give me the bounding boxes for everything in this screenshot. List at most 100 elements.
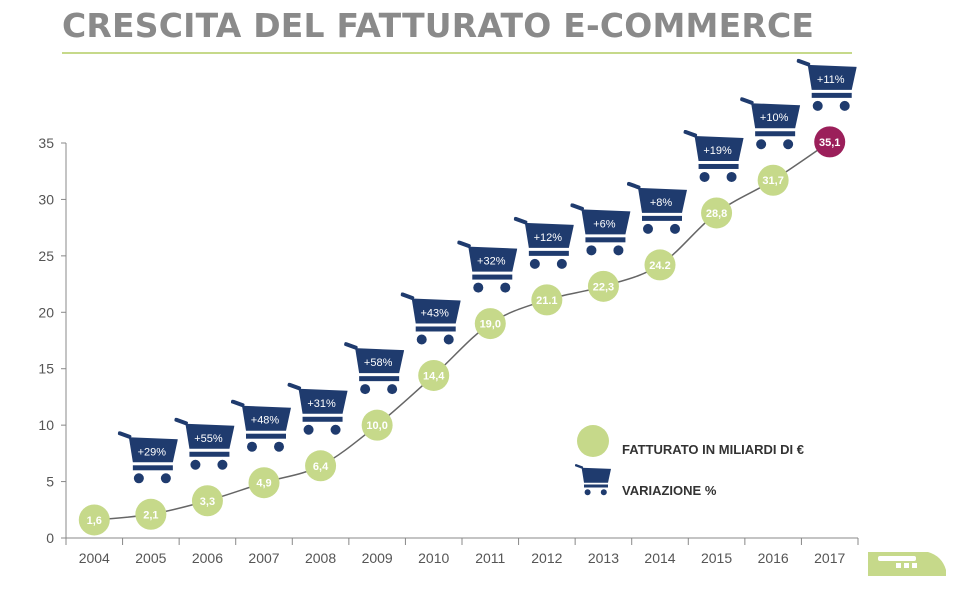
data-point-label: 10,0 [366,420,387,432]
data-point-marker [587,270,619,302]
y-tick-label: 0 [46,530,54,546]
x-tick-labels: 2004 2005 2006 2007 2008 2009 2010 2011 2012 2013… [65,538,859,566]
data-point-label: 6,4 [313,461,329,473]
x-tick-label: 2009 [362,550,393,566]
data-point-marker [531,284,563,316]
data-point-marker [361,409,393,441]
data-point: 21.1 [531,284,563,316]
data-point-label: 21.1 [536,295,557,307]
legend-cart-icon [575,464,611,496]
y-tick-label: 30 [38,191,54,207]
variation-cart: +29% [117,431,178,484]
x-tick-label: 2011 [475,550,505,566]
data-point: 31,7 [757,164,789,196]
data-point-marker [78,504,110,536]
y-tick-label: 35 [38,135,54,151]
data-point: 3,3 [191,485,223,517]
variation-cart: +48% [231,399,291,452]
x-tick-label: 2005 [135,550,166,566]
data-point: 10,0 [361,409,393,441]
variation-cart: +55% [174,417,235,470]
data-point: 1,6 [78,504,110,536]
variation-label: +10% [760,112,789,124]
legend-label-variation: VARIAZIONE % [622,483,717,498]
data-point: 6,4 [305,450,337,482]
data-point: 28,8 [701,197,733,229]
variation-cart: +19% [683,129,744,182]
title-underline [62,52,852,54]
x-tick-label: 2015 [701,550,732,566]
variation-cart: +32% [457,240,518,293]
data-point-label: 19,0 [480,319,501,331]
data-point-marker [701,197,733,229]
y-tick-label: 5 [46,474,54,490]
y-tick-label: 10 [38,417,54,433]
variation-cart: +8% [627,181,687,234]
data-point-marker [644,249,676,281]
data-point-label: 31,7 [762,175,783,187]
variation-label: +43% [420,307,449,319]
data-point-label: 35,1 [819,137,840,149]
legend: FATTURATO IN MILIARDI DI € VARIAZIONE % [575,425,804,498]
y-tick-labels: 0 5 10 15 20 25 30 35 [38,135,66,546]
variation-label: +6% [593,218,616,230]
variation-label: +8% [650,197,673,209]
x-tick-label: 2008 [305,550,336,566]
train-icon [868,552,946,576]
x-tick-label: 2012 [531,550,562,566]
data-point-marker [191,485,223,517]
variation-cart: +6% [570,203,631,256]
variation-cart: +12% [513,216,574,269]
x-tick-label: 2007 [248,550,279,566]
axes [65,143,858,539]
data-point-label: 28,8 [706,208,727,220]
x-tick-label: 2016 [758,550,789,566]
variation-label: +12% [534,232,563,244]
x-tick-label: 2010 [418,550,449,566]
data-point-label: 1,6 [87,515,102,527]
variation-label: +29% [138,446,167,458]
data-point-marker [305,450,337,482]
x-tick-label: 2013 [588,550,619,566]
variation-label: +48% [251,415,280,427]
variation-cart: +43% [400,292,461,345]
data-point: 22,3 [587,270,619,302]
variation-label: +31% [307,398,336,410]
data-point-label: 22,3 [593,281,614,293]
x-tick-label: 2017 [814,550,845,566]
variation-label: +55% [194,433,223,445]
data-point-label: 2,1 [143,509,158,521]
data-point-marker [135,498,167,530]
data-point: 2,1 [135,498,167,530]
variation-label: +11% [817,74,845,86]
data-point-marker [757,164,789,196]
variation-cart: +31% [287,382,348,435]
y-tick-label: 15 [38,361,54,377]
legend-label-revenue: FATTURATO IN MILIARDI DI € [622,442,804,457]
variation-label: +32% [477,256,506,268]
data-point: 35,1 [814,126,846,158]
data-point-label: 14,4 [423,370,445,382]
x-tick-label: 2006 [192,550,223,566]
y-tick-label: 20 [38,304,54,320]
data-point: 14,4 [418,359,450,391]
x-tick-label: 2004 [79,550,110,566]
chart-title: CRESCITA DEL FATTURATO E-COMMERCE [62,6,815,45]
x-tick-label: 2014 [644,550,675,566]
data-point-label: 3,3 [200,496,215,508]
data-point: 19,0 [474,308,506,340]
revenue-points: 1,6 2,1 3,3 4,9 6,4 10,0 14,4 19,0 21.1 22,3 24.2 2… [78,126,846,536]
variation-cart: +10% [740,97,801,150]
data-point-marker [474,308,506,340]
variation-cart: +11% [796,58,857,111]
data-point-marker [248,467,280,499]
y-tick-label: 25 [38,248,54,264]
data-point-marker [418,359,450,391]
data-point-label: 24.2 [649,260,670,272]
data-point-marker [814,126,846,158]
variation-carts: +29% +55% +48% +31% +58% +43% +32% +12% +6% +8% +1… [117,58,857,484]
data-point-label: 4,9 [256,478,271,490]
legend-circle-icon [577,425,609,457]
data-point: 4,9 [248,467,280,499]
